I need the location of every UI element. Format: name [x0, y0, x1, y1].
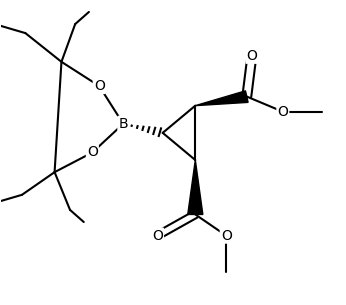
Text: B: B: [118, 117, 128, 131]
Polygon shape: [195, 91, 248, 106]
Text: O: O: [277, 105, 288, 119]
Text: O: O: [94, 79, 104, 93]
Text: O: O: [246, 49, 257, 63]
Text: O: O: [87, 145, 98, 160]
Text: O: O: [221, 229, 231, 242]
Text: O: O: [152, 229, 163, 242]
Polygon shape: [188, 160, 203, 214]
